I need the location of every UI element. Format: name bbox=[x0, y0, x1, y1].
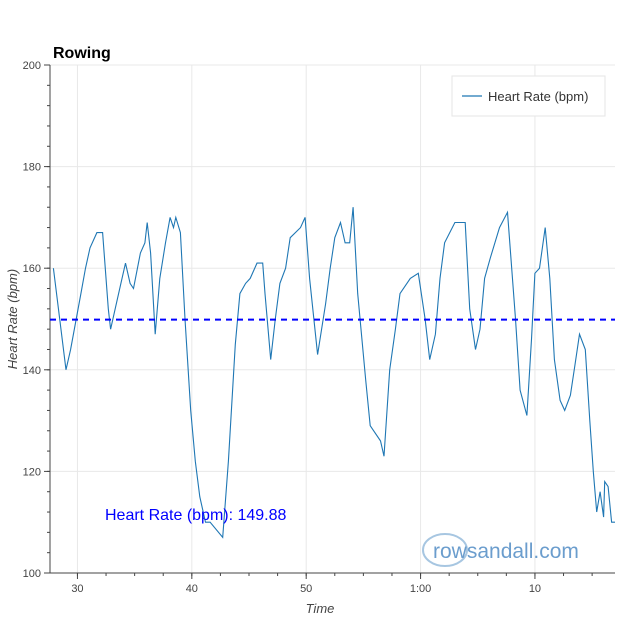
legend: Heart Rate (bpm) bbox=[451, 75, 606, 117]
y-axis-label: Heart Rate (bpm) bbox=[5, 269, 20, 369]
legend-label: Heart Rate (bpm) bbox=[488, 89, 588, 104]
y-tick-label: 120 bbox=[23, 466, 41, 478]
x-tick-label: 10 bbox=[529, 583, 541, 595]
x-tick-label: 1:00 bbox=[410, 583, 431, 595]
heart-rate-line bbox=[52, 207, 615, 539]
y-tick-label: 180 bbox=[23, 162, 41, 174]
x-tick-label: 50 bbox=[300, 583, 312, 595]
watermark-logo: rowsandall.com bbox=[422, 533, 579, 567]
y-tick-label: 100 bbox=[23, 568, 41, 580]
x-tick-label: 40 bbox=[186, 583, 198, 595]
chart-title: Rowing bbox=[53, 45, 111, 62]
watermark-text: rowsandall.com bbox=[433, 540, 579, 563]
y-tick-label: 160 bbox=[23, 263, 41, 275]
y-tick-label: 140 bbox=[23, 365, 41, 377]
y-tick-label: 200 bbox=[23, 60, 41, 72]
x-tick-label: 30 bbox=[71, 583, 83, 595]
logo-swoosh-icon bbox=[422, 533, 468, 567]
average-annotation: Heart Rate (bpm): 149.88 bbox=[105, 507, 287, 524]
x-axis-label: Time bbox=[306, 601, 335, 616]
